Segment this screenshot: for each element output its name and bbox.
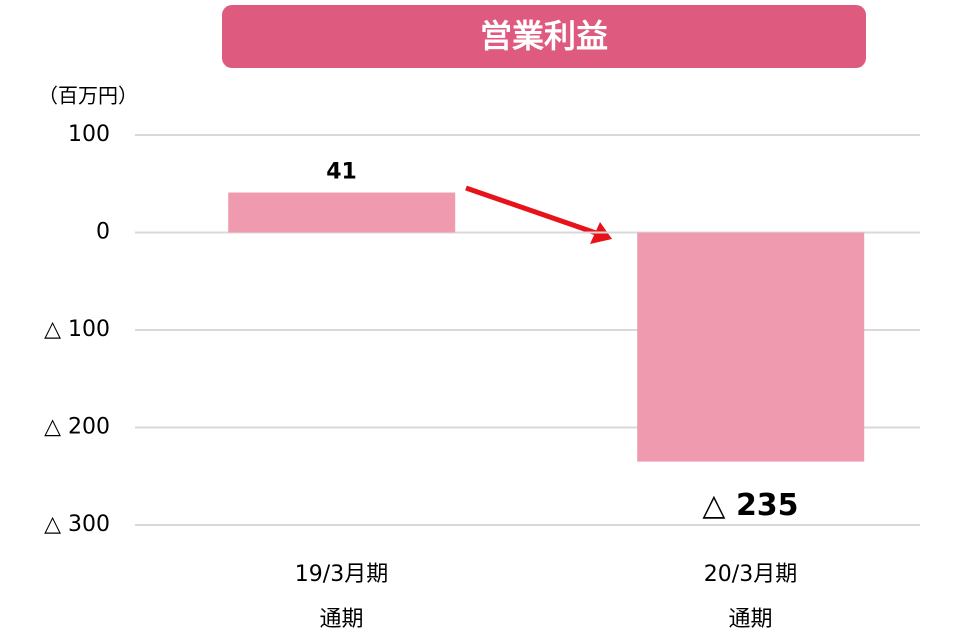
chart-title: 営業利益 [480, 17, 608, 55]
y-tick-label: 0 [96, 220, 110, 245]
value-label: △ 235 [702, 488, 798, 523]
y-unit: （百万円） [38, 84, 138, 108]
y-tick-label: △ 300 [44, 512, 110, 537]
bar [228, 192, 456, 233]
x-tick-label: 20/3月期 [704, 562, 797, 587]
value-label: 41 [326, 160, 357, 185]
x-tick-label: 通期 [319, 607, 363, 632]
trend-arrow [465, 185, 612, 244]
x-tick-label: 通期 [728, 607, 772, 632]
y-tick-label: 100 [68, 122, 110, 147]
y-tick-label: △ 100 [44, 317, 110, 342]
title-box [222, 5, 866, 68]
arrow-shaft [465, 185, 597, 236]
x-tick-label: 19/3月期 [295, 562, 388, 587]
bar [637, 232, 865, 462]
y-tick-label: △ 200 [44, 415, 110, 440]
